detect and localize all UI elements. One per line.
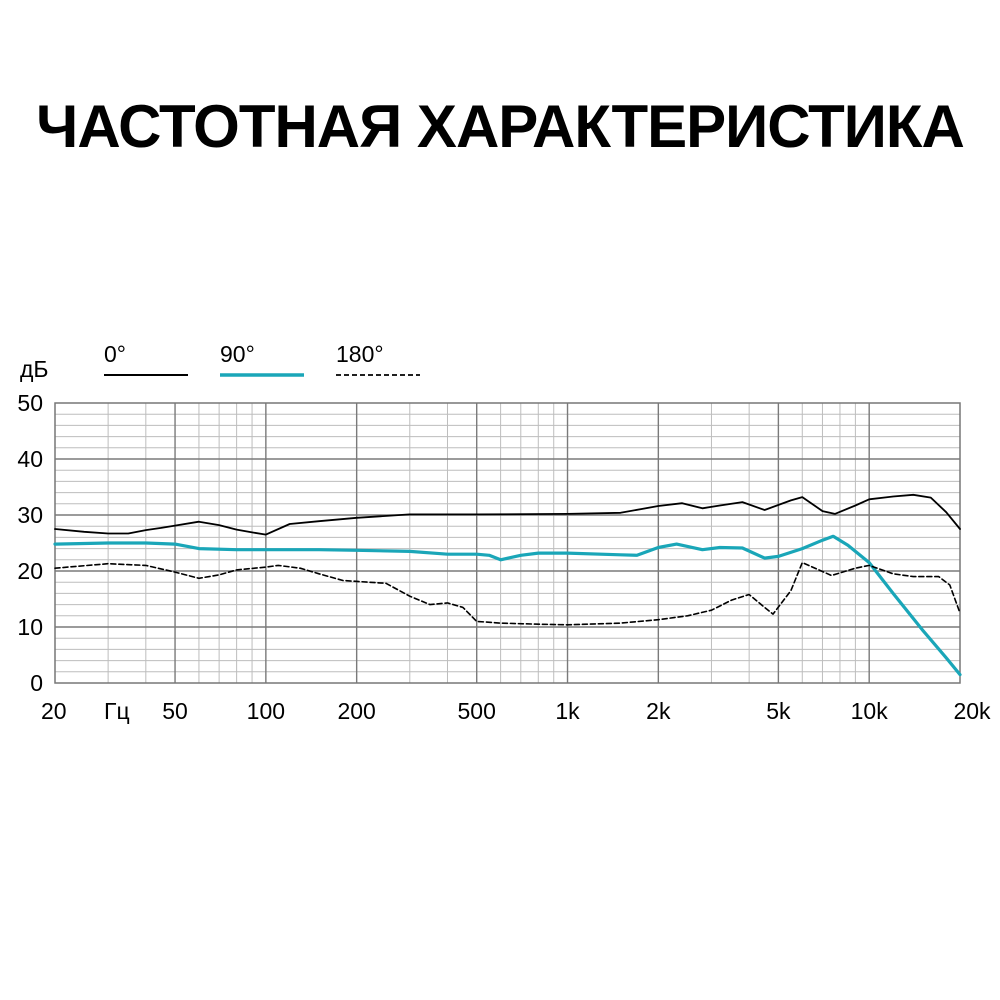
page-title: ЧАСТОТНАЯ ХАРАКТЕРИСТИКА <box>36 93 965 160</box>
x-unit-label: Гц <box>104 698 130 724</box>
y-tick-label: 30 <box>17 502 43 528</box>
x-tick-labels: 20 50 100 200 500 1k 2k 5k 10k 20k <box>41 698 991 724</box>
x-tick-label: 5k <box>766 698 791 724</box>
x-tick-label: 500 <box>458 698 496 724</box>
legend-label: 90° <box>220 341 255 367</box>
y-tick-label: 50 <box>17 390 43 416</box>
x-tick-label: 1k <box>555 698 580 724</box>
x-tick-label: 100 <box>247 698 285 724</box>
y-tick-label: 40 <box>17 446 43 472</box>
x-tick-label: 2k <box>646 698 671 724</box>
legend-label: 0° <box>104 341 126 367</box>
x-tick-label: 200 <box>337 698 375 724</box>
legend: 0° 90° 180° <box>104 341 420 377</box>
x-tick-label: 50 <box>162 698 188 724</box>
y-unit-label: дБ <box>20 356 49 382</box>
x-tick-label: 10k <box>851 698 889 724</box>
series-line-90deg <box>53 534 962 677</box>
legend-label: 180° <box>336 341 384 367</box>
major-grid <box>55 403 960 683</box>
y-tick-label: 0 <box>30 670 43 696</box>
y-tick-labels: 0 10 20 30 40 50 <box>17 390 43 696</box>
x-tick-label: 20k <box>953 698 991 724</box>
minor-grid <box>55 403 960 683</box>
series-layer <box>53 493 962 677</box>
plot-frame <box>54 402 961 684</box>
series-line-180deg <box>54 561 961 626</box>
x-tick-label: 20 <box>41 698 67 724</box>
y-tick-label: 20 <box>17 558 43 584</box>
y-tick-label: 10 <box>17 614 43 640</box>
series-line-0deg <box>54 493 961 536</box>
